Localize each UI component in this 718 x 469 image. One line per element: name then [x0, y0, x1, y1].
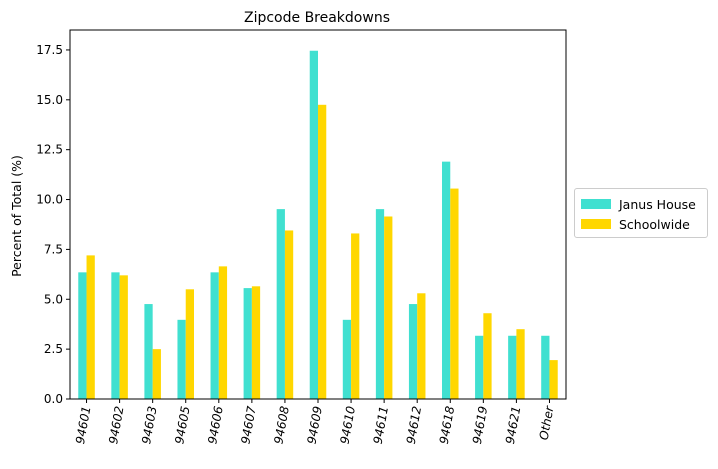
bar-janus-house-94610: [342, 319, 352, 399]
bar-janus-house-94602: [111, 272, 120, 399]
y-axis-label: Percent of Total (%): [9, 155, 24, 277]
x-axis-ticks: 94601 94602 94603 94605 94606 94607 94608 94609…: [73, 399, 557, 445]
bar-janus-house-94608: [276, 209, 285, 399]
y-tick-label: 7.5: [44, 242, 63, 256]
legend-swatch-janus-house: [581, 199, 611, 209]
legend-swatch-schoolwide: [581, 219, 611, 229]
x-tick-label: 94611: [371, 405, 391, 445]
x-tick-label: 94602: [106, 405, 126, 445]
x-tick-label: 94612: [404, 405, 424, 445]
x-tick-label: 94606: [205, 405, 225, 445]
chart-title: Zipcode Breakdowns: [244, 10, 390, 26]
bar-schoolwide-94606: [218, 266, 228, 399]
legend-label-janus-house: Janus House: [619, 196, 696, 212]
y-tick-label: 10.0: [36, 193, 63, 207]
plot-frame: [69, 29, 567, 400]
bar-schoolwide-other: [549, 360, 558, 399]
bar-janus-house-94621: [508, 335, 517, 399]
bar-schoolwide-94611: [384, 216, 393, 399]
bar-janus-house-94606: [210, 272, 219, 399]
bar-schoolwide-94618: [450, 188, 459, 399]
y-tick-label: 0.0: [44, 392, 63, 406]
bar-schoolwide-94609: [318, 104, 327, 399]
bar-janus-house-94609: [309, 50, 318, 400]
x-tick-label: 94621: [503, 405, 523, 445]
x-tick-label: 94601: [73, 405, 93, 445]
bar-janus-house-94603: [144, 304, 153, 399]
bar-schoolwide-94610: [351, 233, 360, 399]
bar-janus-house-94611: [375, 209, 385, 399]
bar-janus-house-94607: [243, 288, 252, 399]
bar-schoolwide-94602: [119, 275, 128, 399]
y-tick-label: 15.0: [36, 93, 63, 107]
x-tick-label: 94607: [238, 405, 258, 445]
bar-schoolwide-94601: [86, 255, 95, 399]
x-tick-label: 94609: [305, 405, 325, 445]
x-tick-label: 94605: [172, 405, 192, 445]
bar-schoolwide-94608: [284, 230, 294, 399]
legend-item-schoolwide: Schoolwide: [581, 214, 690, 234]
y-tick-label: 17.5: [36, 43, 63, 57]
x-tick-label: 94619: [470, 405, 490, 445]
x-tick-label: 94610: [338, 405, 358, 445]
bar-schoolwide-94605: [185, 289, 194, 399]
bar-schoolwide-94607: [251, 286, 261, 399]
bar-schoolwide-94621: [516, 329, 525, 399]
legend-item-janus-house: Janus House: [581, 194, 696, 214]
bars-group: [78, 50, 558, 400]
bar-janus-house-other: [541, 335, 550, 399]
x-tick-label: 94608: [271, 405, 291, 445]
y-tick-label: 12.5: [36, 143, 63, 157]
bar-janus-house-94601: [78, 272, 87, 399]
legend-label-schoolwide: Schoolwide: [619, 216, 690, 232]
x-tick-label: 94618: [437, 405, 457, 445]
bar-janus-house-94618: [442, 161, 451, 399]
bar-janus-house-94612: [408, 304, 418, 399]
y-tick-label: 5.0: [44, 292, 63, 306]
legend: Janus House Schoolwide: [574, 188, 708, 238]
y-tick-label: 2.5: [44, 342, 63, 356]
bar-janus-house-94619: [475, 335, 484, 399]
x-tick-label: 94603: [139, 405, 159, 445]
bar-janus-house-94605: [177, 319, 186, 399]
x-tick-label: Other: [537, 404, 557, 441]
bar-schoolwide-94603: [152, 349, 161, 399]
y-axis-ticks: 0.0 2.5 5.0 7.5 10.0 12.5 15.0 17.5: [36, 43, 70, 406]
bar-schoolwide-94619: [483, 313, 492, 399]
bar-schoolwide-94612: [417, 293, 426, 399]
